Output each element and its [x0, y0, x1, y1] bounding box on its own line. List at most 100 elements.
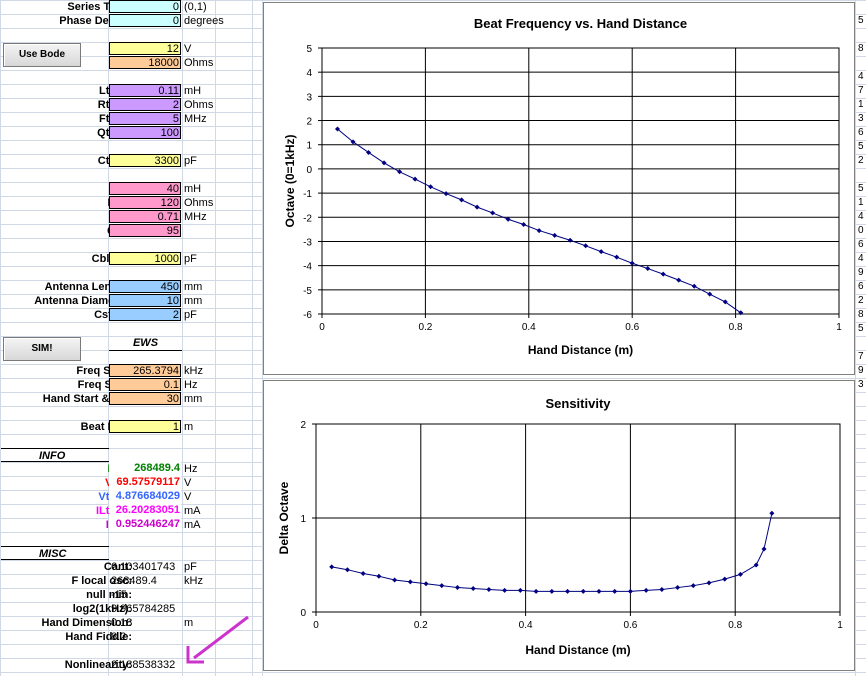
- x-tick-label: 1: [837, 620, 843, 631]
- ctank-value[interactable]: 3300: [109, 154, 181, 167]
- chart-title: Sensitivity: [545, 396, 611, 411]
- nonlinearity-label: Nonlinearity:: [64, 659, 132, 671]
- right-edge-digit: 5: [858, 323, 864, 334]
- sim-button[interactable]: SIM!: [3, 337, 81, 361]
- misc-label: log2(1kHz):: [72, 603, 132, 615]
- right-edge-digit: 1: [858, 99, 864, 110]
- data-point: [753, 562, 759, 568]
- data-point: [517, 587, 523, 593]
- right-edge-digit: 3: [858, 379, 864, 390]
- data-point: [412, 176, 418, 182]
- freq-value[interactable]: 265.3794: [109, 364, 181, 377]
- cblock-value[interactable]: 1000: [109, 252, 181, 265]
- data-point: [629, 260, 635, 266]
- data-point: [505, 216, 511, 222]
- eq-value[interactable]: 40: [109, 182, 181, 195]
- right-edge-digit: 1: [858, 197, 864, 208]
- antenna-value[interactable]: 2: [109, 308, 181, 321]
- y-tick-label: -5: [303, 286, 312, 297]
- data-point: [397, 169, 403, 175]
- freq-value[interactable]: 30: [109, 392, 181, 405]
- eq-value[interactable]: 95: [109, 224, 181, 237]
- info-unit: mA: [184, 519, 201, 531]
- misc-label: null min:: [86, 589, 132, 601]
- rin-value[interactable]: 18000: [109, 56, 181, 69]
- x-tick-label: 0.4: [522, 322, 536, 333]
- info-unit: mA: [184, 505, 201, 517]
- freq-value[interactable]: 0.1: [109, 378, 181, 391]
- ews-header: EWS: [109, 336, 182, 351]
- data-point: [474, 204, 480, 210]
- data-point: [392, 577, 398, 583]
- y-tick-label: 1: [300, 514, 306, 525]
- data-point: [583, 243, 589, 249]
- data-point: [521, 222, 527, 228]
- y-tick-label: -6: [303, 310, 312, 321]
- beat-null-value[interactable]: 1: [109, 420, 181, 433]
- data-point: [549, 588, 555, 594]
- sensitivity-svg: Sensitivity 0 0.2 0.4 0.6 0.8 1 2 1 0 Hand Distanc…: [277, 396, 843, 657]
- antenna-value[interactable]: 450: [109, 280, 181, 293]
- y-tick-label: 0: [306, 165, 312, 176]
- data-point: [738, 310, 744, 316]
- data-point: [580, 588, 586, 594]
- data-point: [691, 283, 697, 289]
- data-point: [533, 588, 539, 594]
- beat-frequency-chart[interactable]: Beat Frequency vs. Hand Distance 0 0.2 0.4 0…: [263, 2, 855, 375]
- grid-col-line: [855, 0, 856, 676]
- plot-area: [321, 47, 840, 315]
- misc-unit: pF: [184, 561, 197, 573]
- y-tick-label: -3: [303, 237, 312, 248]
- right-edge-digit: 5: [858, 141, 864, 152]
- freq-unit: Hz: [184, 379, 198, 391]
- tank-value[interactable]: 100: [109, 126, 181, 139]
- misc-value: -15: [111, 589, 127, 601]
- right-edge-digit: 5: [858, 183, 864, 194]
- x-tick-label: 0.6: [623, 620, 637, 631]
- sensitivity-chart[interactable]: Sensitivity 0 0.2 0.4 0.6 0.8 1 2 1 0 Hand Distanc…: [263, 380, 855, 671]
- x-tick-label: 0.4: [519, 620, 533, 631]
- nonlinearity-value: 2.188538332: [111, 659, 176, 671]
- eq-value[interactable]: 120: [109, 196, 181, 209]
- right-edge-digit: 7: [858, 351, 864, 362]
- freq-unit: mm: [184, 393, 203, 405]
- data-point: [428, 184, 434, 190]
- data-point: [567, 237, 573, 243]
- antenna-value[interactable]: 10: [109, 294, 181, 307]
- tank-value[interactable]: 5: [109, 112, 181, 125]
- right-edge-digit: 5: [858, 15, 864, 26]
- row-value[interactable]: 0: [109, 0, 181, 13]
- y-tick-label: -1: [303, 189, 312, 200]
- info-header: INFO: [1, 448, 109, 462]
- tank-unit: Ohms: [184, 99, 214, 111]
- beat-frequency-svg: Beat Frequency vs. Hand Distance 0 0.2 0.4 0…: [283, 16, 842, 357]
- use-bode-button[interactable]: Use Bode: [3, 43, 81, 67]
- data-point: [614, 254, 620, 260]
- data-point: [407, 579, 413, 585]
- grid-col-line: [182, 0, 183, 676]
- x-tick-label: 1: [836, 322, 842, 333]
- tank-value[interactable]: 2: [109, 98, 181, 111]
- info-value[interactable]: 26.20283051: [109, 504, 181, 517]
- eq-value[interactable]: 0.71: [109, 210, 181, 223]
- antenna-unit: mm: [184, 281, 203, 293]
- data-point: [470, 586, 476, 591]
- right-edge-digit: 6: [858, 239, 864, 250]
- y-tick-label: 4: [306, 68, 312, 79]
- data-point: [598, 249, 604, 255]
- info-value[interactable]: 0.952446247: [109, 518, 181, 531]
- data-point: [366, 149, 372, 155]
- x-tick-label: 0.2: [418, 322, 432, 333]
- row-unit: degrees: [184, 15, 224, 27]
- right-edge-digit: 6: [858, 281, 864, 292]
- info-value[interactable]: 69.57579117: [109, 476, 181, 489]
- series-line: [331, 513, 773, 592]
- misc-label: F local osc:: [71, 575, 132, 587]
- info-value[interactable]: 268489.4: [109, 462, 181, 475]
- tank-value[interactable]: 0.11: [109, 84, 181, 97]
- info-value[interactable]: 4.876684029: [109, 490, 181, 503]
- freq-unit: kHz: [184, 365, 203, 377]
- vin-value[interactable]: 12: [109, 42, 181, 55]
- row-value[interactable]: 0: [109, 14, 181, 27]
- data-point: [335, 126, 341, 132]
